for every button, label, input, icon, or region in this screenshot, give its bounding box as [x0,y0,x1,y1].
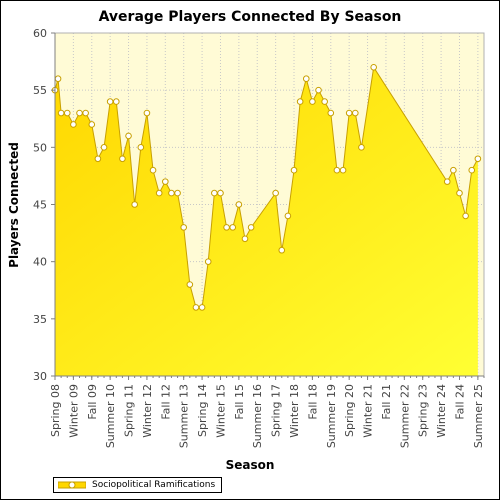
x-tick-label: Spring 14 [196,384,209,437]
data-point [474,155,482,163]
x-tick-label: Summer 25 [472,384,485,448]
y-tick-label: 30 [33,370,47,383]
data-point [450,166,457,174]
x-tick-label: Fall 24 [453,384,466,420]
data-point [327,109,335,117]
data-point [235,201,243,208]
data-point [100,144,108,151]
data-point [70,121,77,128]
x-tick-label: Summer 16 [251,384,264,448]
data-point [333,166,341,174]
data-point [106,98,114,105]
data-point [309,98,316,105]
data-point [468,166,476,174]
data-point [192,304,200,311]
data-point [137,144,145,151]
x-tick-label: Spring 17 [270,384,283,437]
x-tick-label: Winter 15 [214,384,227,438]
data-point [370,64,377,71]
x-tick-label: Spring 23 [417,384,430,437]
x-tick-label: Spring 08 [49,384,62,437]
data-point [76,109,83,117]
data-point [345,109,353,117]
x-tick-label: Winter 18 [288,384,301,438]
legend: Sociopolitical Ramifications [53,477,223,493]
x-tick-label: Spring 20 [343,384,356,437]
data-point [57,109,65,117]
data-point [247,224,255,231]
data-point [443,178,451,185]
y-axis-label: Players Connected [7,142,21,268]
data-point [321,98,328,105]
y-tick-label: 50 [33,141,47,154]
data-point [272,189,279,197]
data-point [462,212,469,220]
x-tick-label: Winter 09 [67,384,80,438]
data-point [131,201,138,208]
x-tick-label: Winter 21 [362,384,375,438]
data-point [149,166,157,174]
y-tick-label: 45 [33,199,47,212]
series-area [55,67,478,377]
x-tick-label: Summer 22 [398,384,411,448]
data-point [278,246,286,254]
data-point [211,189,218,197]
data-point [186,281,194,288]
x-axis-label: Season [225,458,275,472]
data-point [204,258,212,265]
data-point [88,121,96,128]
data-point [358,144,365,151]
data-point [456,189,463,197]
data-point [54,75,62,83]
legend-label: Sociopolitical Ramifications [92,480,216,490]
data-point [302,75,310,83]
data-point [223,224,230,231]
data-point [119,155,126,163]
data-point [143,109,151,117]
data-point [284,212,292,220]
data-point [198,304,206,311]
data-point [82,109,89,117]
x-tick-label: Fall 09 [86,384,99,420]
data-point [217,189,224,197]
y-tick-label: 35 [33,313,47,326]
series-markers [51,64,482,311]
x-tick-label: Summer 19 [325,384,338,448]
y-tick-label: 55 [33,84,47,97]
data-point [94,155,102,163]
y-tick-label: 40 [33,256,47,269]
x-tick-label: Fall 21 [380,384,393,420]
data-point [168,189,175,197]
data-point [174,189,181,197]
data-point [296,98,304,105]
x-tick-label: Winter 24 [435,384,448,438]
data-point [229,224,237,231]
data-point [290,166,298,174]
x-tick-label: Fall 18 [306,384,319,420]
x-tick-label: Spring 11 [123,384,136,437]
x-tick-label: Winter 12 [141,384,154,438]
x-tick-label: Fall 15 [233,384,246,420]
x-tick-label: Summer 13 [178,384,191,448]
legend-swatch [58,481,86,489]
data-point [180,224,187,231]
data-point [339,166,347,174]
y-axis-ticks: 30 35 40 45 50 55 60 [33,27,55,383]
data-point [112,98,120,105]
data-point [155,189,163,197]
data-point [63,109,71,117]
data-point [241,235,249,243]
data-point [315,86,322,94]
data-point [352,109,359,117]
y-tick-label: 60 [33,27,47,40]
x-axis-ticks: Spring 08 Winter 09 Fall 09 Summer 10 Spring… [49,376,485,448]
chart-title: Average Players Connected By Season [98,9,402,25]
x-tick-label: Summer 10 [104,384,117,448]
data-point [162,178,169,185]
data-point [125,132,132,140]
x-tick-label: Fall 12 [159,384,172,420]
